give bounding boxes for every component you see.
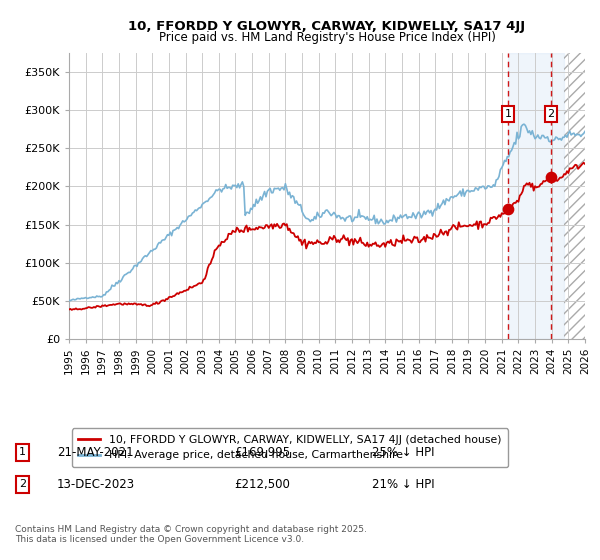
Text: 1: 1 xyxy=(505,109,512,119)
Text: 13-DEC-2023: 13-DEC-2023 xyxy=(57,478,135,491)
Text: £212,500: £212,500 xyxy=(234,478,290,491)
Bar xyxy=(508,53,564,339)
Text: 21% ↓ HPI: 21% ↓ HPI xyxy=(372,478,434,491)
Point xyxy=(546,172,556,181)
Text: 21-MAY-2021: 21-MAY-2021 xyxy=(57,446,134,459)
Bar xyxy=(564,53,585,339)
Point xyxy=(503,205,513,214)
Legend: 10, FFORDD Y GLOWYR, CARWAY, KIDWELLY, SA17 4JJ (detached house), HPI: Average p: 10, FFORDD Y GLOWYR, CARWAY, KIDWELLY, S… xyxy=(72,428,508,467)
Text: 25% ↓ HPI: 25% ↓ HPI xyxy=(372,446,434,459)
Text: 2: 2 xyxy=(19,479,26,489)
Text: Contains HM Land Registry data © Crown copyright and database right 2025.
This d: Contains HM Land Registry data © Crown c… xyxy=(15,525,367,544)
Bar xyxy=(564,53,585,339)
Text: 2: 2 xyxy=(547,109,554,119)
Text: 10, FFORDD Y GLOWYR, CARWAY, KIDWELLY, SA17 4JJ: 10, FFORDD Y GLOWYR, CARWAY, KIDWELLY, S… xyxy=(128,20,526,32)
Text: 1: 1 xyxy=(19,447,26,458)
Text: £169,995: £169,995 xyxy=(234,446,290,459)
Text: Price paid vs. HM Land Registry's House Price Index (HPI): Price paid vs. HM Land Registry's House … xyxy=(158,31,496,44)
